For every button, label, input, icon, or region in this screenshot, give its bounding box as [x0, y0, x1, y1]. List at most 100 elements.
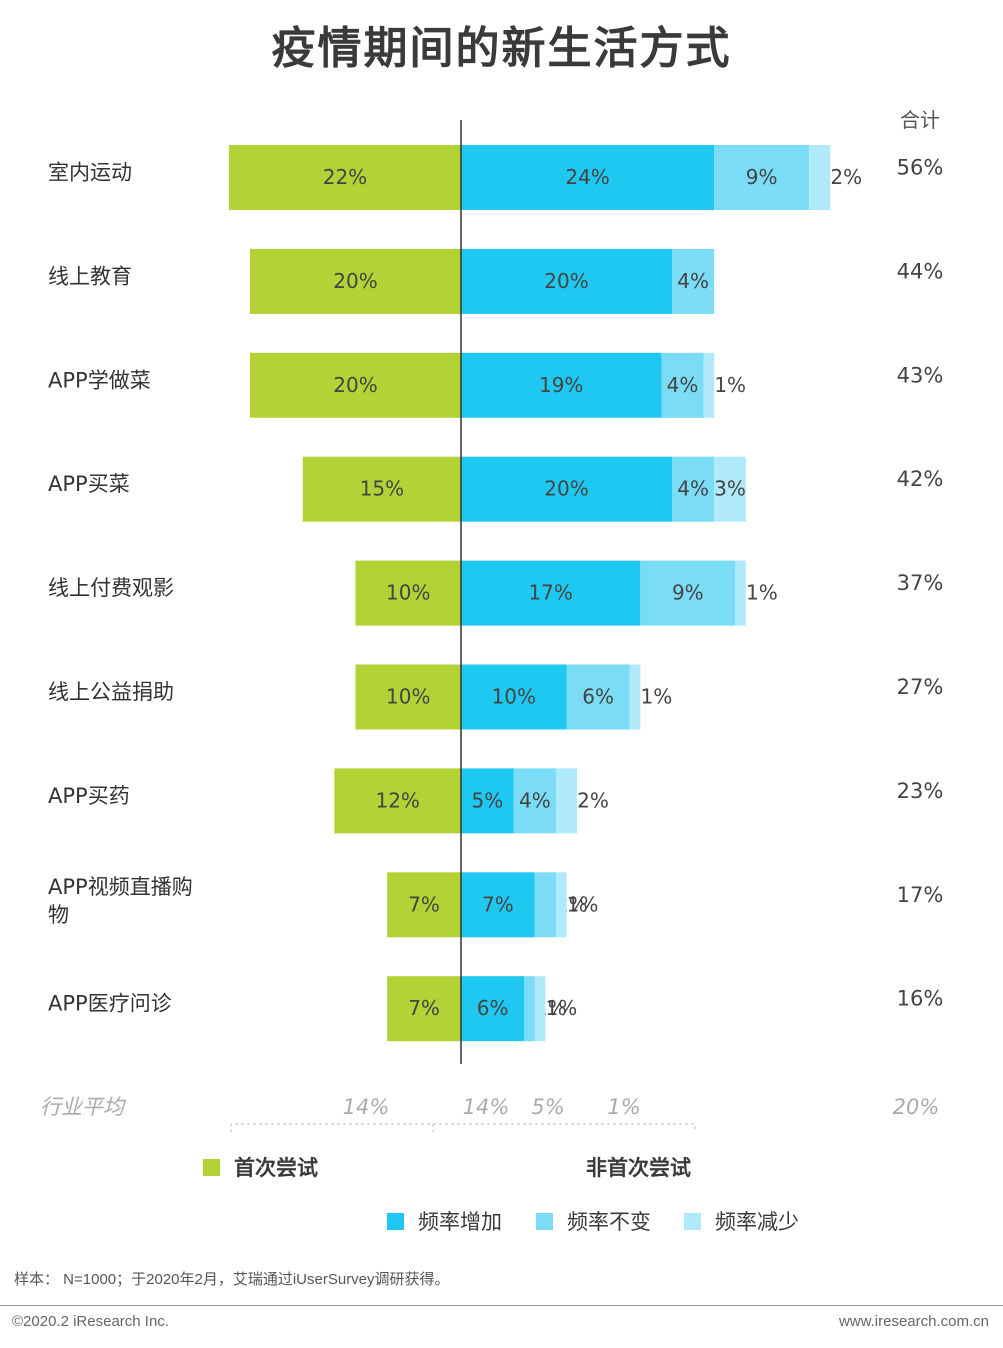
bar-decrease [809, 145, 831, 210]
footer-website: www.iresearch.com.cn [838, 1313, 989, 1330]
data-label: 4% [677, 477, 709, 501]
bar-first-try [228, 145, 461, 210]
data-label: 2% [830, 165, 862, 189]
data-label: 6% [582, 685, 614, 709]
bar-first-try [387, 872, 461, 938]
bar-first-try [250, 248, 461, 314]
category-label: APP医疗问诊 [48, 992, 172, 1016]
footer-divider [0, 1305, 1003, 1306]
data-label: 4% [667, 373, 699, 397]
total-value: 37% [897, 571, 944, 595]
data-label: 7% [482, 892, 514, 916]
industry-average-unchanged: 5% [531, 1095, 564, 1119]
data-label: 9% [746, 165, 778, 189]
data-label: 22% [323, 165, 367, 189]
bar-unchanged [534, 872, 556, 938]
category-label: 线上付费观影 [48, 576, 174, 600]
bar-unchanged [566, 664, 630, 730]
data-label: 24% [565, 165, 609, 189]
data-label: 19% [539, 373, 583, 397]
legend-swatch-first-try [203, 1158, 220, 1176]
data-label: 2% [577, 788, 609, 812]
total-value: 56% [897, 156, 944, 180]
data-label: 12% [375, 788, 419, 812]
bar-first-try [387, 976, 461, 1042]
bar-decrease [629, 664, 641, 730]
total-value: 42% [897, 467, 944, 491]
diverging-bar-chart: 室内运动 22% 24% 9% 2% 56% 线上教育 20% 20% 4% 44% APP学做菜 20… [40, 120, 944, 1132]
category-label: 室内运动 [48, 161, 132, 185]
data-label: 6% [477, 996, 509, 1020]
data-label: 1% [640, 685, 672, 709]
data-label: 1% [567, 892, 599, 916]
data-label: 9% [672, 581, 704, 605]
data-label: 4% [519, 788, 551, 812]
bar-decrease [555, 872, 567, 938]
bar-first-try [334, 768, 461, 834]
data-label: 17% [528, 581, 572, 605]
data-label: 1% [546, 996, 578, 1020]
data-label: 4% [677, 269, 709, 293]
data-label: 7% [408, 996, 440, 1020]
legend-swatch-increase [387, 1212, 404, 1230]
category-label: APP买菜 [48, 472, 130, 496]
data-label: 1% [714, 373, 746, 397]
category-label: 物 [48, 903, 69, 927]
legend-label-increase: 频率增加 [418, 1210, 502, 1234]
legend-label-decrease: 频率减少 [715, 1210, 799, 1234]
data-label: 1% [746, 581, 778, 605]
data-label: 7% [408, 892, 440, 916]
total-column-header: 合计 [900, 108, 940, 132]
bar-increase [461, 664, 567, 730]
bar-decrease [534, 976, 546, 1042]
industry-average-total: 20% [893, 1095, 940, 1119]
bar-first-try [355, 664, 461, 730]
category-label: APP买药 [48, 784, 130, 808]
total-value: 27% [897, 675, 944, 699]
bar-increase [461, 456, 672, 522]
bar-first-try [355, 560, 461, 626]
legend-unchanged: 频率不变 [536, 1206, 651, 1236]
bar-increase [461, 872, 535, 938]
data-label: 20% [544, 269, 588, 293]
industry-average-increase: 14% [463, 1095, 510, 1119]
bar-increase [461, 145, 715, 210]
bar-decrease [735, 560, 746, 626]
bar-decrease [703, 352, 715, 418]
bar-unchanged [672, 248, 715, 314]
category-label: 线上教育 [48, 264, 132, 288]
legend-non-first: 非首次尝试 [586, 1152, 691, 1182]
legend-label-non-first: 非首次尝试 [586, 1156, 691, 1180]
industry-average-first-try: 14% [343, 1095, 390, 1119]
bar-increase [461, 352, 662, 418]
total-value: 17% [897, 883, 944, 907]
bar-increase [461, 248, 672, 314]
total-value: 23% [897, 779, 944, 803]
bar-increase [461, 768, 514, 834]
data-label: 20% [333, 269, 377, 293]
data-label: 10% [492, 685, 536, 709]
data-label: 20% [333, 373, 377, 397]
legend-increase: 频率增加 [387, 1206, 502, 1236]
industry-average-label: 行业平均 [40, 1095, 127, 1119]
sample-note: 样本： N=1000；于2020年2月，艾瑞通过iUserSurvey调研获得。 [14, 1271, 450, 1288]
bar-unchanged [714, 145, 810, 210]
bar-increase [461, 976, 525, 1042]
bar-unchanged [672, 456, 715, 522]
total-value: 44% [897, 259, 944, 283]
legend-swatch-decrease [684, 1212, 701, 1230]
legend-decrease: 频率减少 [684, 1206, 799, 1236]
category-label: APP视频直播购 [48, 875, 193, 899]
bar-unchanged [513, 768, 556, 834]
total-value: 43% [897, 363, 944, 387]
bar-decrease [714, 456, 746, 522]
bar-first-try [250, 352, 461, 418]
bar-increase [461, 560, 641, 626]
data-label: 3% [714, 477, 746, 501]
industry-average-decrease: 1% [607, 1095, 640, 1119]
bar-unchanged [524, 976, 535, 1042]
bar-decrease [555, 768, 578, 834]
total-value: 16% [897, 987, 944, 1011]
legend-swatch-unchanged [536, 1212, 553, 1230]
industry-average-bracket [230, 1123, 696, 1132]
